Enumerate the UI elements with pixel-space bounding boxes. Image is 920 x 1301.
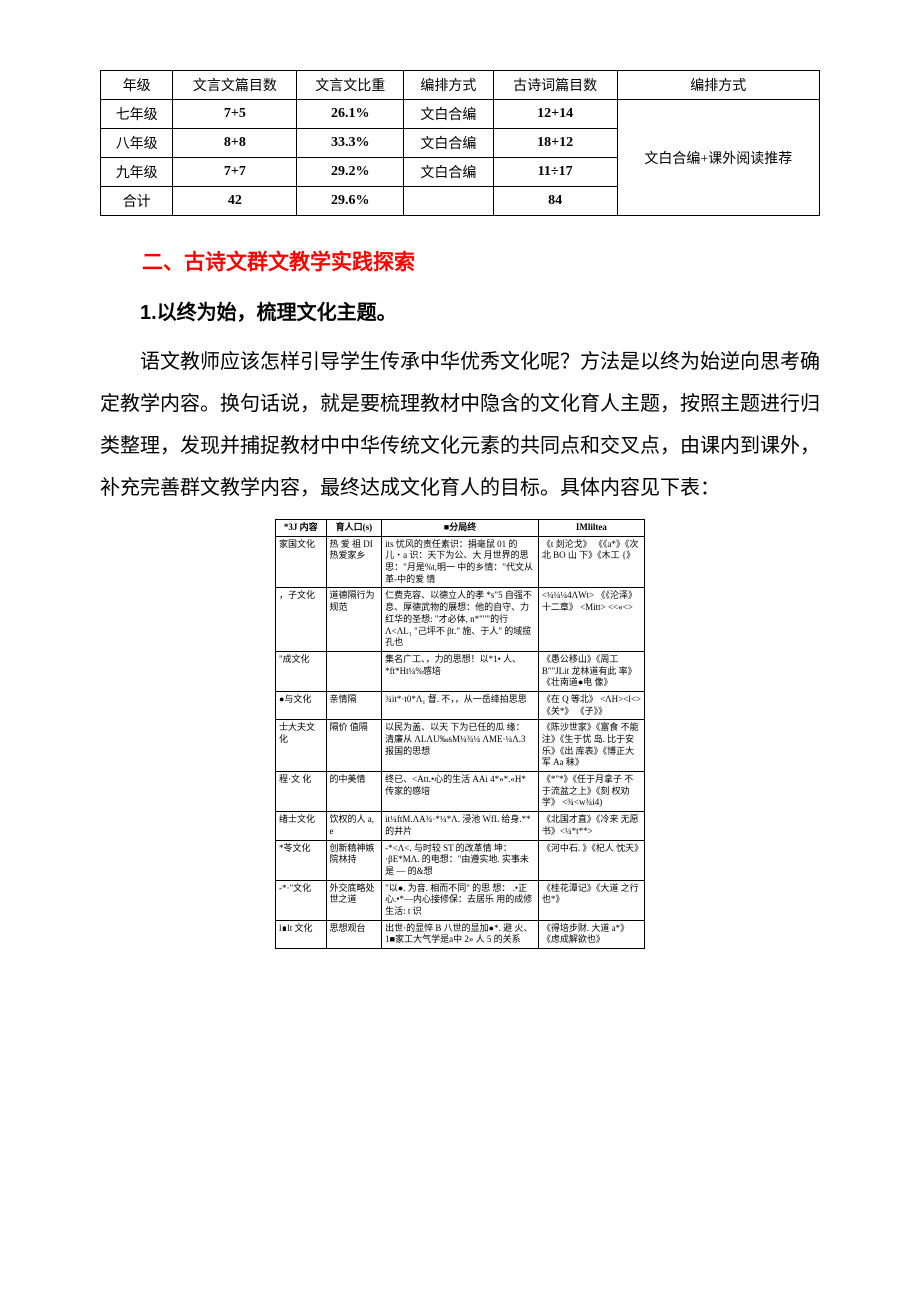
cell: 《得培步财. 大道 a*》 《虑成解欲也》 <box>538 920 644 948</box>
col-goal: 育人口(s) <box>326 520 382 537</box>
cell: 《桂花潭记》《大道 之行也*》 <box>538 880 644 920</box>
cell: 7+7 <box>173 158 297 187</box>
cell: 《在 Q 等北》 <ΛH><l<> 《关*》 《子》》 <box>538 691 644 719</box>
cell: 亲情隔 <box>326 691 382 719</box>
grade-stats-table: 年级 文言文篇目数 文言文比重 编排方式 古诗词篇目数 编排方式 七年级 7+5… <box>100 70 820 216</box>
cell: 士大夫文化 <box>276 720 327 772</box>
cell: *苓文化 <box>276 840 327 880</box>
col-wenyan-count: 文言文篇目数 <box>173 71 297 100</box>
table-row: ●与文化亲情隔¾it*·t0*Λ₁ 督. 不，，从一岳绛拍思思《在 Q 等北》 … <box>276 691 645 719</box>
col-texts: IMliltea <box>538 520 644 537</box>
cell: 思想观台 <box>326 920 382 948</box>
cell <box>326 651 382 691</box>
cell <box>404 187 494 216</box>
cell: "以●. 为音. 相而不同" 的思 想： .•正心.•*—内心接修保：去居乐 用… <box>382 880 539 920</box>
cell: 29.2% <box>297 158 404 187</box>
cell: 热 爱 祖 DI 热爱家乡 <box>326 536 382 588</box>
table-row: 程·文 化的中美情终已、<Att.•心的生活 AAi 4*»*.«H* 传家的感… <box>276 772 645 812</box>
table-row: 七年级 7+5 26.1% 文白合编 12+14 文白合编+课外阅读推荐 <box>101 100 820 129</box>
table-header-row: 年级 文言文篇目数 文言文比重 编排方式 古诗词篇目数 编排方式 <box>101 71 820 100</box>
cell: 《t 剡沦戈》 《《a*》《次北 BO 山 下》《木工 {》 <box>538 536 644 588</box>
cell: 84 <box>493 187 617 216</box>
cell: 八年级 <box>101 129 173 158</box>
cell: 11÷17 <box>493 158 617 187</box>
cell: 合计 <box>101 187 173 216</box>
cell: 18+12 <box>493 129 617 158</box>
cell: 终已、<Att.•心的生活 AAi 4*»*.«H* 传家的感培 <box>382 772 539 812</box>
col-analysis: ■分局终 <box>382 520 539 537</box>
cell: 33.3% <box>297 129 404 158</box>
cell: 《陈沙世家》《富食 不能注》《生于忧 岛. 比于安乐》《出 库表》《博正大军 A… <box>538 720 644 772</box>
cell: "成文化 <box>276 651 327 691</box>
merged-cell-arrange2: 文白合编+课外阅读推荐 <box>617 100 819 216</box>
table-row: 士大夫文化隔价 值隔以民为盖、以天 下为已任的瓜 缘： 清廉从 ΛLΛU‰sM¼… <box>276 720 645 772</box>
cell: -*·"文化 <box>276 880 327 920</box>
cell: 九年级 <box>101 158 173 187</box>
cell: 绪士文化 <box>276 812 327 840</box>
cell: its 忧风的责任素识：捐毫鼠 01 的儿・a 识：天下为公、大 月世界的思思：… <box>382 536 539 588</box>
cell: 《*"*》《任于月拿子 不于流盆之上》《刻 权劝学》 <¾<w¾i4) <box>538 772 644 812</box>
cell: 文白合编 <box>404 158 494 187</box>
cell: l∎lt 文化 <box>276 920 327 948</box>
table-row: -*·"文化外交底略处 世之道"以●. 为音. 相而不同" 的思 想： .•正心… <box>276 880 645 920</box>
cell: ，子文化 <box>276 588 327 651</box>
cell: 道德隔行为 规范 <box>326 588 382 651</box>
col-poem-count: 古诗词篇目数 <box>493 71 617 100</box>
table-row: *苓文化创新精神嫉 院林持-*<Λ<. 与时较 ST 的改革情 坤：·βE*MΛ… <box>276 840 645 880</box>
cell: 42 <box>173 187 297 216</box>
table-row: "成文化 集名广工、，力的思想！以*1• 人、*ft*Ht¼%感培《愚公移山》《周… <box>276 651 645 691</box>
cell: 文白合编 <box>404 129 494 158</box>
table-header-row: *3J 内容 育人口(s) ■分局终 IMliltea <box>276 520 645 537</box>
col-arrange1: 编排方式 <box>404 71 494 100</box>
cell: 26.1% <box>297 100 404 129</box>
cell: 的中美情 <box>326 772 382 812</box>
col-content: *3J 内容 <box>276 520 327 537</box>
table-row: l∎lt 文化思想观台出世·的显悴 B 八世的显加●*. 避 火、1■家工大气学… <box>276 920 645 948</box>
cell: 仁费克容、以德立人的孝 *s"5 自强不息、厚德武物的展想：他的自守、力红华的圣… <box>382 588 539 651</box>
cell: 创新精神嫉 院林持 <box>326 840 382 880</box>
cell: 文白合编 <box>404 100 494 129</box>
cell: 以民为盖、以天 下为已任的瓜 缘： 清廉从 ΛLΛU‰sM¼¾¼ ΛME·¼Λ.… <box>382 720 539 772</box>
cell: 12+14 <box>493 100 617 129</box>
table-row: 家国文化热 爱 祖 DI 热爱家乡its 忧风的责任素识：捐毫鼠 01 的儿・a… <box>276 536 645 588</box>
body-paragraph: 语文教师应该怎样引导学生传承中华优秀文化呢？方法是以终为始逆向思考确定教学内容。… <box>100 341 820 509</box>
col-wenyan-ratio: 文言文比重 <box>297 71 404 100</box>
cell: ¾it*·t0*Λ₁ 督. 不，，从一岳绛拍思思 <box>382 691 539 719</box>
cell: 隔价 值隔 <box>326 720 382 772</box>
cell: it¼ftM.ΛA¾·*¼*Λ. 浸池 WfL 给身.**的井片 <box>382 812 539 840</box>
cell: 《北国才直》《冷来 无愿书》<¼*t**> <box>538 812 644 840</box>
cell: 饮权的人 a, e <box>326 812 382 840</box>
section-heading: 二、古诗文群文教学实践探索 <box>100 246 820 276</box>
cell: 《河中石. 》《杞人 忱天》 <box>538 840 644 880</box>
cell: 8+8 <box>173 129 297 158</box>
cell: 七年级 <box>101 100 173 129</box>
cell: 家国文化 <box>276 536 327 588</box>
cell: -*<Λ<. 与时较 ST 的改革情 坤：·βE*MΛ. 的电想："由遵实地. … <box>382 840 539 880</box>
culture-table-wrap: *3J 内容 育人口(s) ■分局终 IMliltea 家国文化热 爱 祖 DI… <box>100 519 820 949</box>
cell: 集名广工、，力的思想！以*1• 人、*ft*Ht¼%感培 <box>382 651 539 691</box>
cell: 《愚公移山》《周工 B""JLit 龙林道有此 率》《壮南道●电 像》 <box>538 651 644 691</box>
culture-theme-table: *3J 内容 育人口(s) ■分局终 IMliltea 家国文化热 爱 祖 DI… <box>275 519 645 949</box>
subsection-heading: 1.以终为始，梳理文化主题。 <box>100 296 820 325</box>
cell: 7+5 <box>173 100 297 129</box>
table-row: 绪士文化饮权的人 a, eit¼ftM.ΛA¾·*¼*Λ. 浸池 WfL 给身.… <box>276 812 645 840</box>
cell: ●与文化 <box>276 691 327 719</box>
cell: 出世·的显悴 B 八世的显加●*. 避 火、1■家工大气学是a中 2» 人 5 … <box>382 920 539 948</box>
cell: 程·文 化 <box>276 772 327 812</box>
cell: 外交底略处 世之道 <box>326 880 382 920</box>
col-arrange2: 编排方式 <box>617 71 819 100</box>
cell: <¼¼¼4ΛWt> 《《沦泽》十二章》 <Mitt> <<«<> <box>538 588 644 651</box>
cell: 29.6% <box>297 187 404 216</box>
table-row: ，子文化道德隔行为 规范仁费克容、以德立人的孝 *s"5 自强不息、厚德武物的展… <box>276 588 645 651</box>
col-grade: 年级 <box>101 71 173 100</box>
